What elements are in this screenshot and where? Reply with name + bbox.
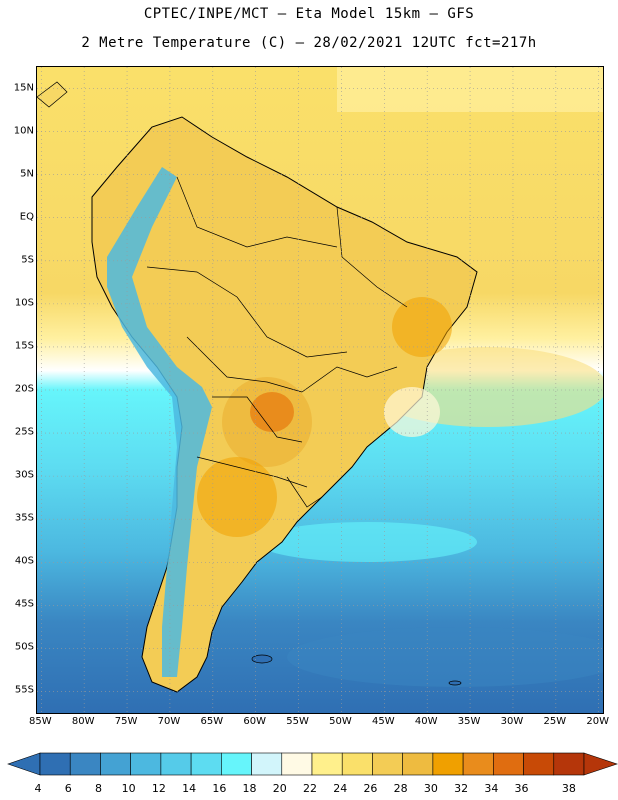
chart-title-line-2: 2 Metre Temperature (C) – 28/02/2021 12U… xyxy=(81,35,537,51)
colorbar-tick-label: 16 xyxy=(212,782,227,795)
latitude-label: 50S xyxy=(14,641,34,653)
colorbar-cell xyxy=(523,752,555,776)
map-canvas xyxy=(37,67,603,713)
longitude-label: 30W xyxy=(500,716,524,727)
ocean-cold-band xyxy=(287,627,603,687)
andes-cold-region xyxy=(107,167,212,677)
longitude-label: 80W xyxy=(71,716,95,727)
latitude-label: 10S xyxy=(14,297,34,309)
chaco-hot-core xyxy=(250,392,294,432)
latitude-label: EQ xyxy=(19,211,34,223)
colorbar-tick-label: 24 xyxy=(333,782,348,795)
colorbar-cell xyxy=(432,752,464,776)
colorbar-tick-label: 12 xyxy=(151,782,166,795)
colorbar-cell xyxy=(251,752,283,776)
country-borders xyxy=(146,176,408,508)
colorbar-tick-label: 30 xyxy=(423,782,438,795)
colorbar-cell xyxy=(130,752,162,776)
latitude-label: 45S xyxy=(14,598,34,610)
latitude-label: 5S xyxy=(21,254,34,266)
latitude-label: 40S xyxy=(14,555,34,567)
colorbar-cell xyxy=(100,752,131,776)
longitude-label: 75W xyxy=(114,716,138,727)
latitude-label: 15N xyxy=(13,82,34,94)
longitude-label: 35W xyxy=(457,716,481,727)
longitude-label: 40W xyxy=(414,716,438,727)
colorbar-cell xyxy=(311,752,343,776)
colorbar-min-arrow xyxy=(7,752,41,776)
colorbar-tick-label: 34 xyxy=(484,782,499,795)
latitude-label: 35S xyxy=(14,512,34,524)
longitude-label: 45W xyxy=(372,716,395,727)
colorbar-tick-label: 36 xyxy=(514,782,529,795)
colorbar-tick-label: 14 xyxy=(182,782,197,795)
colorbar-cell xyxy=(39,752,71,776)
longitude-label: 25W xyxy=(543,716,567,727)
colorbar-cell xyxy=(190,752,222,776)
colorbar-cell xyxy=(553,752,585,776)
longitude-label: 60W xyxy=(243,716,266,727)
latitude-label: 55S xyxy=(14,684,34,696)
central-america-fragment xyxy=(37,81,68,108)
colorbar-tick-label: 18 xyxy=(242,782,257,795)
colorbar-cell xyxy=(221,752,252,776)
colorbar-tick-label: 28 xyxy=(393,782,408,795)
northeast-brazil-warm-region xyxy=(392,297,452,357)
colorbar-tick-label: 22 xyxy=(303,782,317,795)
colorbar-tick-label: 10 xyxy=(121,782,136,795)
longitude-label: 65W xyxy=(200,716,224,727)
colorbar-tick-label: 20 xyxy=(272,782,287,795)
latitude-label: 30S xyxy=(14,469,34,481)
colorbar-tick-label: 26 xyxy=(363,782,378,795)
south-georgia-island xyxy=(448,680,462,686)
longitude-label: 20W xyxy=(586,716,610,727)
argentina-warm-region xyxy=(197,457,277,537)
ocean-cool-band xyxy=(257,522,477,562)
colorbar-tick-label: 38 xyxy=(561,782,576,795)
colorbar-cell xyxy=(462,752,494,776)
falkland-islands xyxy=(251,654,273,664)
latitude-label: 20S xyxy=(14,383,34,395)
colorbar-cell xyxy=(160,752,192,776)
latitude-label: 10N xyxy=(13,125,34,137)
colorbar-tick-label: 4 xyxy=(34,782,42,795)
longitude-label: 55W xyxy=(286,716,309,727)
colorbar-tick-label: 6 xyxy=(64,782,72,795)
colorbar-cell xyxy=(281,752,313,776)
colorbar-cell xyxy=(402,752,434,776)
longitude-label: 85W xyxy=(28,716,52,727)
latitude-label: 15S xyxy=(14,340,34,352)
colorbar-tick-label: 8 xyxy=(94,782,102,795)
colorbar-cell xyxy=(493,752,524,776)
temperature-colorbar xyxy=(7,752,618,776)
colorbar-cell xyxy=(341,752,373,776)
chart-title-line-1: CPTEC/INPE/MCT – Eta Model 15km – GFS xyxy=(143,6,475,22)
colorbar-cell xyxy=(69,752,101,776)
latitude-label: 5N xyxy=(20,168,34,180)
longitude-label: 70W xyxy=(157,716,181,727)
colorbar-max-arrow xyxy=(583,752,618,776)
ocean-field-north xyxy=(337,67,603,112)
longitude-label: 50W xyxy=(329,716,352,727)
latitude-label: 25S xyxy=(14,426,34,438)
colorbar-cells xyxy=(39,752,585,776)
southeast-brazil-mild-region xyxy=(384,387,440,437)
colorbar-cell xyxy=(372,752,403,776)
colorbar-tick-label: 32 xyxy=(454,782,469,795)
temperature-map xyxy=(36,66,604,714)
